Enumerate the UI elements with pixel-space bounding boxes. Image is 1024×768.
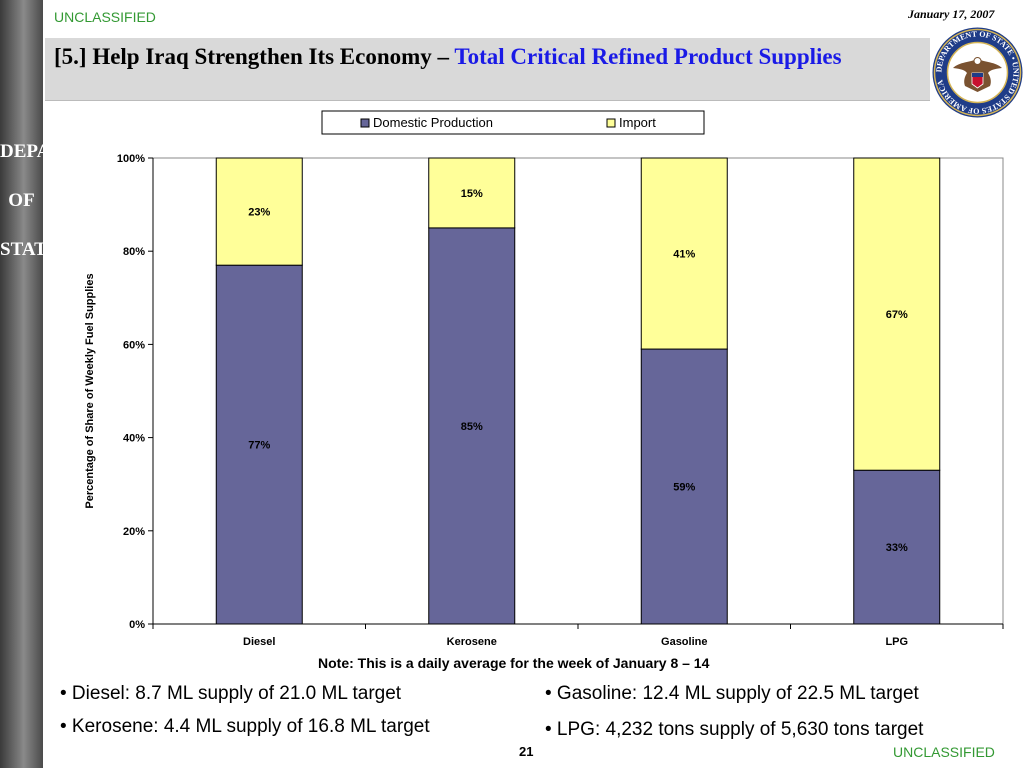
domestic-bar-diesel — [215, 264, 303, 625]
y-axis-label: Percentage of Share of Weekly Fuel Suppl… — [84, 273, 96, 508]
page-number: 21 — [519, 744, 534, 759]
sidebar-banner: DEPARTMENT OF STATE — [0, 0, 134, 768]
domestic-bar-gasoline — [640, 348, 728, 625]
chart-bars: 77% 23% Diesel 85% 15% Kerosene 59% 41% Gasoline… — [215, 157, 941, 648]
legend-item: Import — [619, 115, 656, 130]
stacked-bar-chart: 0% 20% 40% 60% 80% 100% 77% 23% Diesel 85% 15% Ker… — [84, 110, 1004, 648]
bullet-kerosene: • Kerosene: 4.4 ML supply of 16.8 ML tar… — [60, 716, 430, 737]
classification-bottom: UNCLASSIFIED — [893, 744, 995, 760]
legend-swatch — [360, 118, 370, 128]
domestic-label-gasoline: 59% — [673, 482, 695, 494]
domestic-bar-lpg — [853, 469, 941, 625]
title-main: [5.] Help Iraq Strengthen Its Economy – — [54, 44, 455, 69]
domestic-bar-kerosene — [428, 227, 516, 625]
legend-item: Domestic Production — [373, 115, 493, 130]
import-label-diesel: 23% — [248, 207, 270, 219]
y-tick-label: 0% — [129, 619, 145, 631]
import-label-lpg: 67% — [886, 309, 908, 321]
domestic-label-diesel: 77% — [248, 440, 270, 452]
bullet-gasoline: • Gasoline: 12.4 ML supply of 22.5 ML ta… — [545, 683, 919, 704]
chart-legend: Domestic Production Import — [321, 110, 705, 135]
domestic-label-lpg: 33% — [886, 542, 908, 554]
slide-date: January 17, 2007 — [908, 7, 995, 21]
title-highlight: Total Critical Refined Product Supplies — [454, 44, 842, 69]
import-bar-diesel — [215, 157, 303, 266]
y-tick-label: 40% — [123, 433, 145, 445]
import-bar-gasoline — [640, 157, 728, 350]
bullet-diesel: • Diesel: 8.7 ML supply of 21.0 ML targe… — [60, 683, 402, 704]
x-category-label: Kerosene — [447, 636, 497, 648]
y-tick-label: 20% — [123, 526, 145, 538]
import-label-kerosene: 15% — [461, 188, 483, 200]
slide-title: [5.] Help Iraq Strengthen Its Economy – … — [54, 41, 924, 72]
y-tick-label: 100% — [117, 153, 145, 165]
import-bar-kerosene — [428, 157, 516, 229]
y-tick-label: 60% — [123, 339, 145, 351]
department-of-state-seal-icon: DEPARTMENT OF STATE • UNITED STATES OF A… — [932, 27, 1023, 118]
domestic-label-kerosene: 85% — [461, 421, 483, 433]
title-band — [45, 38, 930, 101]
bullet-lpg: • LPG: 4,232 tons supply of 5,630 tons t… — [545, 719, 924, 740]
classification-top: UNCLASSIFIED — [54, 9, 156, 25]
x-category-label: Gasoline — [661, 636, 707, 648]
sidebar-department-text: DEPARTMENT OF STATE — [0, 141, 134, 260]
chart-note: Note: This is a daily average for the we… — [318, 655, 710, 671]
import-bar-lpg — [853, 157, 941, 471]
legend-box — [321, 110, 705, 135]
import-label-gasoline: 41% — [673, 249, 695, 261]
x-category-label: LPG — [885, 636, 908, 648]
x-category-label: Diesel — [243, 636, 275, 648]
y-tick-label: 80% — [123, 246, 145, 258]
legend-swatch — [606, 118, 616, 128]
